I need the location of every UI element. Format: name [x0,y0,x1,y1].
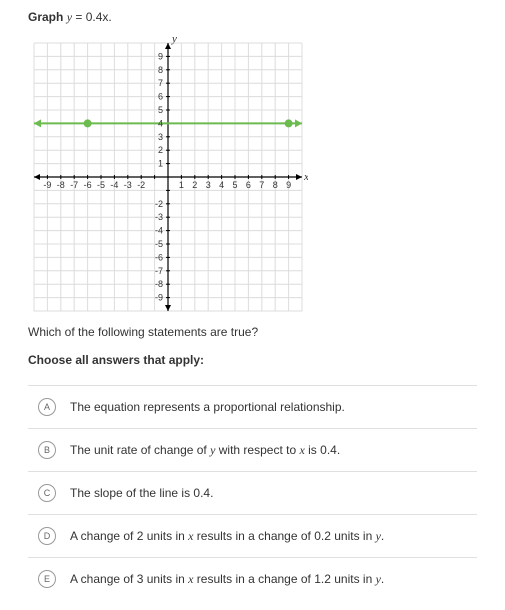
prompt-eq: = [72,10,86,24]
svg-text:9: 9 [286,180,291,190]
svg-text:7: 7 [259,180,264,190]
option-a-text: The equation represents a proportional r… [70,400,345,414]
instruction-text: Choose all answers that apply: [28,353,477,367]
option-a[interactable]: A The equation represents a proportional… [28,385,477,428]
svg-text:y: y [171,37,177,45]
svg-text:6: 6 [246,180,251,190]
svg-text:-2: -2 [155,199,163,209]
option-d[interactable]: D A change of 2 units in x results in a … [28,514,477,557]
svg-text:-8: -8 [155,279,163,289]
svg-text:-7: -7 [155,266,163,276]
svg-text:4: 4 [219,180,224,190]
prompt-line: Graph y = 0.4x. [28,10,477,25]
svg-text:-3: -3 [124,180,132,190]
radio-a[interactable]: A [38,398,56,416]
svg-text:-6: -6 [84,180,92,190]
coordinate-chart: -9-8-7-6-5-4-3-2123456789-9-8-7-6-5-4-3-… [28,37,308,317]
radio-e[interactable]: E [38,570,56,588]
option-c-text: The slope of the line is 0.4. [70,486,213,500]
svg-text:4: 4 [158,118,163,128]
svg-text:7: 7 [158,78,163,88]
svg-text:1: 1 [179,180,184,190]
svg-text:2: 2 [158,145,163,155]
option-c[interactable]: C The slope of the line is 0.4. [28,471,477,514]
svg-text:9: 9 [158,51,163,61]
option-b[interactable]: B The unit rate of change of y with resp… [28,428,477,471]
svg-text:1: 1 [158,159,163,169]
svg-text:-8: -8 [57,180,65,190]
radio-c[interactable]: C [38,484,56,502]
svg-text:3: 3 [158,132,163,142]
option-e[interactable]: E A change of 3 units in x results in a … [28,557,477,600]
svg-text:5: 5 [232,180,237,190]
prompt-label: Graph [28,10,63,24]
question-text: Which of the following statements are tr… [28,325,477,339]
option-e-text: A change of 3 units in x results in a ch… [70,572,384,587]
svg-text:5: 5 [158,105,163,115]
svg-text:3: 3 [206,180,211,190]
svg-text:-6: -6 [155,252,163,262]
svg-text:8: 8 [273,180,278,190]
prompt-rhs: 0.4x [86,10,109,24]
svg-text:-5: -5 [155,239,163,249]
svg-text:-5: -5 [97,180,105,190]
svg-text:8: 8 [158,65,163,75]
svg-text:6: 6 [158,92,163,102]
radio-b[interactable]: B [38,441,56,459]
svg-text:-4: -4 [155,226,163,236]
svg-text:x: x [303,171,308,183]
option-b-text: The unit rate of change of y with respec… [70,443,340,458]
svg-text:-4: -4 [110,180,118,190]
svg-text:-2: -2 [137,180,145,190]
svg-text:-7: -7 [70,180,78,190]
option-d-text: A change of 2 units in x results in a ch… [70,529,384,544]
svg-text:2: 2 [192,180,197,190]
svg-text:-9: -9 [155,293,163,303]
svg-text:-3: -3 [155,212,163,222]
svg-text:-9: -9 [43,180,51,190]
radio-d[interactable]: D [38,527,56,545]
